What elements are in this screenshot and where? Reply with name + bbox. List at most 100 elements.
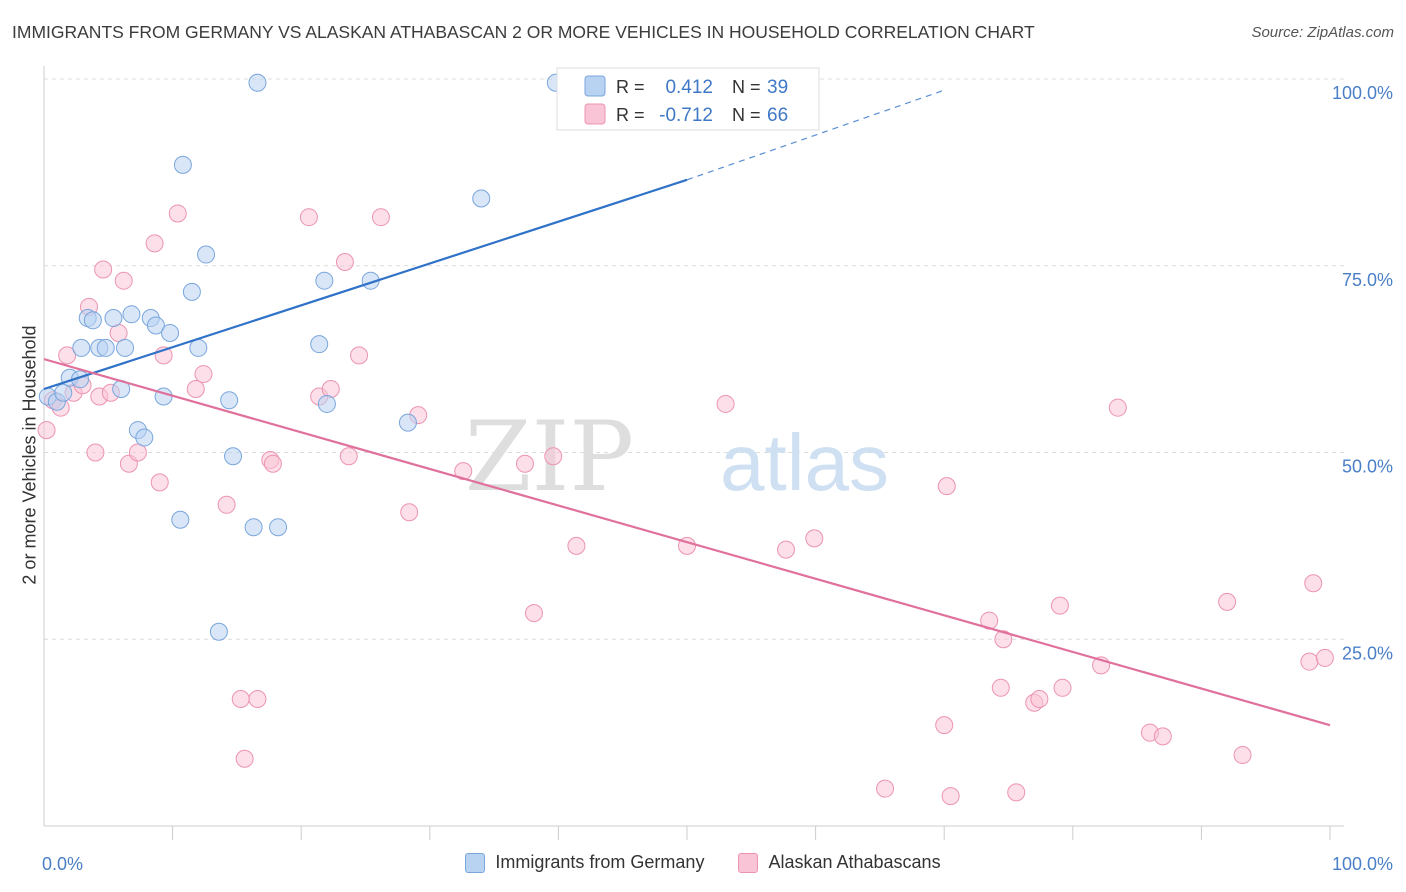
data-point-immigrants-from-germany [209,622,228,641]
series-immigrants-from-germany [38,73,668,641]
legend-swatch-pink [738,852,759,873]
axes [43,66,1344,840]
data-point-immigrants-from-germany [189,338,208,357]
data-point-immigrants-from-germany [248,73,267,92]
chart-title: IMMIGRANTS FROM GERMANY VS ALASKAN ATHAB… [12,22,1035,42]
gridlines [44,78,1344,640]
data-point-alaskan-athabascans [145,234,164,253]
data-point-immigrants-from-germany [116,338,135,357]
data-point-alaskan-athabascans [168,204,187,223]
data-point-immigrants-from-germany [135,428,154,447]
stats-blue-swatch [584,75,606,97]
data-point-alaskan-athabascans [716,394,735,413]
data-point-alaskan-athabascans [1053,678,1072,697]
data-point-immigrants-from-germany [315,271,334,290]
data-point-alaskan-athabascans [299,208,318,227]
data-point-alaskan-athabascans [567,536,586,555]
data-point-alaskan-athabascans [941,787,960,806]
stats-blue-n-label: N = [732,77,761,97]
data-point-immigrants-from-germany [269,518,288,537]
data-point-immigrants-from-germany [472,189,491,208]
stats-blue-r-value: 0.412 [665,77,713,98]
data-point-immigrants-from-germany [72,338,91,357]
data-point-alaskan-athabascans [150,473,169,492]
trend-line-immigrants-from-germany [43,178,688,391]
legend: Immigrants from Germany Alaskan Athabasc… [0,852,1406,873]
data-point-alaskan-athabascans [86,443,105,462]
data-point-alaskan-athabascans [937,477,956,496]
y-tick-label: 75.0% [1342,270,1393,290]
data-point-immigrants-from-germany [161,323,180,342]
data-point-alaskan-athabascans [1300,652,1319,671]
data-point-alaskan-athabascans [1233,746,1252,765]
y-tick-label: 25.0% [1342,643,1393,663]
data-point-alaskan-athabascans [991,678,1010,697]
stats-pink-swatch [584,103,606,125]
data-point-alaskan-athabascans [350,346,369,365]
legend-item-immigrants-from-germany[interactable]: Immigrants from Germany [465,852,704,873]
data-point-immigrants-from-germany [54,383,73,402]
data-point-alaskan-athabascans [339,447,358,466]
data-point-alaskan-athabascans [263,454,282,473]
data-point-alaskan-athabascans [876,779,895,798]
data-point-alaskan-athabascans [1218,592,1237,611]
data-point-immigrants-from-germany [146,316,165,335]
legend-item-alaskan-athabascans[interactable]: Alaskan Athabascans [738,852,941,873]
data-point-alaskan-athabascans [335,253,354,272]
data-point-alaskan-athabascans [935,716,954,735]
stats-pink-r-value: -0.712 [659,105,713,126]
data-point-alaskan-athabascans [805,529,824,548]
tick-labels: 25.0% 50.0% 75.0% 100.0% 0.0% 100.0% [42,83,1393,874]
data-point-alaskan-athabascans [994,630,1013,649]
data-point-immigrants-from-germany [122,305,141,324]
stats-pink-r-label: R = [616,105,645,125]
legend-label: Immigrants from Germany [495,852,705,872]
trend-lines [43,89,1331,727]
data-point-alaskan-athabascans [1050,596,1069,615]
data-point-alaskan-athabascans [231,690,250,709]
stats-pink-n-label: N = [732,105,761,125]
data-point-alaskan-athabascans [248,690,267,709]
data-point-immigrants-from-germany [310,335,329,354]
data-point-alaskan-athabascans [544,447,563,466]
series-alaskan-athabascans [37,204,1334,806]
data-point-alaskan-athabascans [371,208,390,227]
data-point-immigrants-from-germany [224,447,243,466]
data-point-alaskan-athabascans [235,749,254,768]
source-credit: Source: ZipAtlas.com [1251,24,1394,41]
y-tick-label: 100.0% [1332,83,1393,103]
stats-blue-r-label: R = [616,77,645,97]
watermark-atlas: atlas [720,418,889,507]
data-point-alaskan-athabascans [94,260,113,279]
legend-label: Alaskan Athabascans [768,852,941,872]
data-point-alaskan-athabascans [515,454,534,473]
data-point-alaskan-athabascans [128,443,147,462]
watermark: ZIP atlas [465,401,889,513]
data-point-alaskan-athabascans [217,495,236,514]
stats-blue-n-value: 39 [767,77,788,98]
data-point-alaskan-athabascans [454,462,473,481]
data-point-alaskan-athabascans [1304,574,1323,593]
data-point-alaskan-athabascans [524,604,543,623]
data-point-alaskan-athabascans [1153,727,1172,746]
data-point-alaskan-athabascans [114,271,133,290]
data-point-immigrants-from-germany [104,309,123,328]
data-point-alaskan-athabascans [37,421,56,440]
data-point-alaskan-athabascans [186,380,205,399]
data-point-alaskan-athabascans [1030,690,1049,709]
data-point-alaskan-athabascans [109,323,128,342]
data-point-alaskan-athabascans [400,503,419,522]
legend-swatch-blue [465,852,486,873]
trend-line-extension-immigrants-from-germany [686,89,945,181]
data-point-alaskan-athabascans [58,346,77,365]
data-point-immigrants-from-germany [173,155,192,174]
data-point-immigrants-from-germany [197,245,216,264]
data-point-alaskan-athabascans [194,365,213,384]
data-point-immigrants-from-germany [398,413,417,432]
stats-pink-n-value: 66 [767,105,788,126]
x-tick-label: 0.0% [42,854,83,874]
data-point-immigrants-from-germany [83,311,102,330]
y-tick-label: 50.0% [1342,457,1393,477]
stats-box: R = 0.412 N = 39 R = -0.712 N = 66 [556,67,820,131]
